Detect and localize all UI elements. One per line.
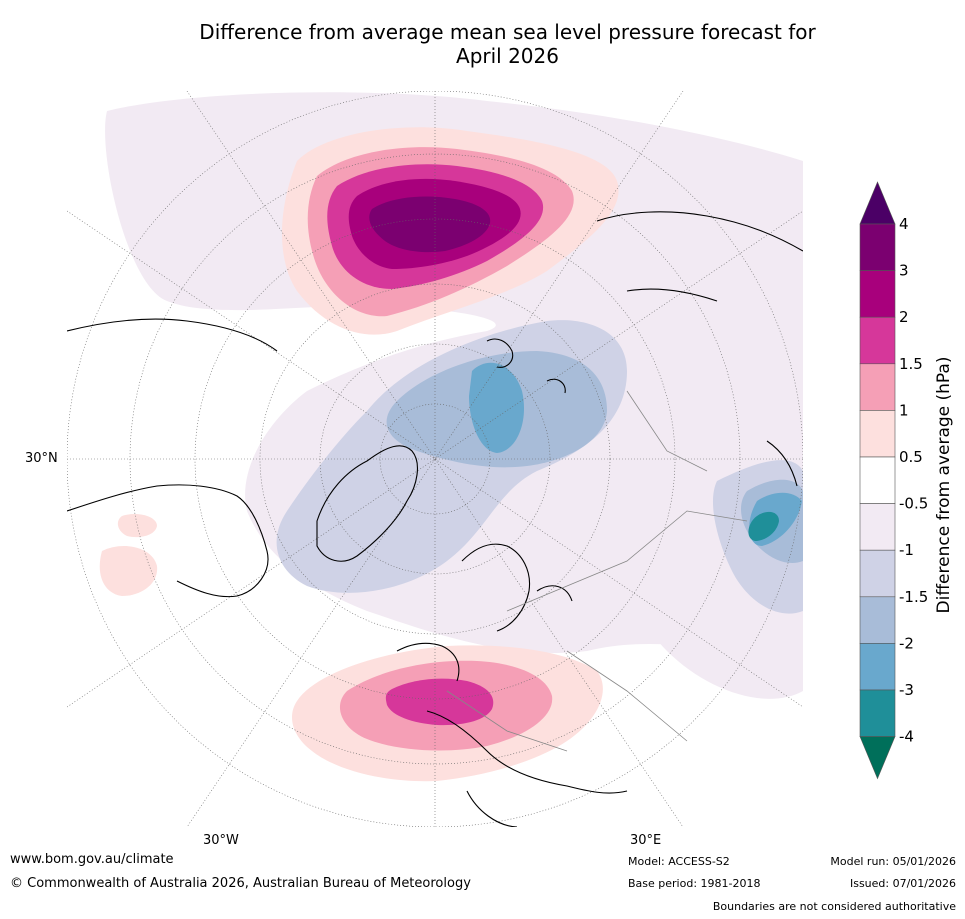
colorbar-segment xyxy=(859,596,896,644)
arctic-islands-coast xyxy=(486,338,566,394)
colorbar-tick-label: -1.5 xyxy=(899,588,928,606)
colorbar-tick-label: 2 xyxy=(899,308,909,326)
colorbar-tick-label: -0.5 xyxy=(899,495,928,513)
anomaly-plus-1.5-europe xyxy=(385,678,494,726)
lat-label-30n: 30°N xyxy=(25,451,58,466)
colorbar-tick-label: -4 xyxy=(899,728,914,746)
colorbar-segment xyxy=(859,503,896,551)
greenland-coast xyxy=(316,445,418,562)
asia-coast xyxy=(596,211,803,487)
colorbar-segment xyxy=(859,643,896,691)
colorbar-tick-label: 1 xyxy=(899,401,909,419)
colorbar-segment xyxy=(859,316,896,365)
anomaly-plus-3-north xyxy=(369,196,491,253)
pressure-anomaly-map xyxy=(67,91,803,827)
borders xyxy=(446,390,748,752)
colorbar-tick-label: -3 xyxy=(899,681,914,699)
colorbar-tick-label: 3 xyxy=(899,262,909,280)
footer-url[interactable]: www.bom.gov.au/climate xyxy=(10,852,174,867)
anomaly-minus-2-region xyxy=(469,362,525,453)
graticule xyxy=(67,91,803,827)
footer-model-run: Model run: 05/01/2026 xyxy=(830,855,956,868)
colorbar-tick-label: 0.5 xyxy=(899,448,923,466)
footer-model: Model: ACCESS-S2 xyxy=(628,855,730,868)
footer-issued: Issued: 07/01/2026 xyxy=(849,877,956,890)
colorbar-tick-label: -2 xyxy=(899,634,914,652)
coastlines xyxy=(67,211,803,827)
colorbar-segment xyxy=(859,363,896,411)
lon-label-30e: 30°E xyxy=(630,833,662,848)
title-line-2: April 2026 xyxy=(456,44,559,68)
colorbar-segment xyxy=(859,456,896,504)
colorbar-tick-label: -1 xyxy=(899,541,914,559)
colorbar-tick-label: 4 xyxy=(899,215,909,233)
colorbar-segment xyxy=(859,549,896,598)
colorbar-segment xyxy=(859,270,896,318)
colorbar-segment xyxy=(859,223,896,271)
north-america-coast xyxy=(67,318,278,598)
lon-label-30w: 30°W xyxy=(203,833,239,848)
colorbar: 4 3 2 1.5 1 0.5 -0.5 -1 -1.5 -2 -3 -4 xyxy=(859,181,928,780)
europe-coast xyxy=(396,642,628,827)
colorbar-under-triangle xyxy=(859,736,896,780)
colorbar-segment xyxy=(859,689,896,737)
chart-title: Difference from average mean sea level p… xyxy=(120,20,895,68)
anomaly-plus-0.5-atlantic-patch xyxy=(99,546,158,596)
anomaly-plus-0.5-pacific-patch xyxy=(117,514,157,538)
colorbar-segment xyxy=(859,410,896,458)
colorbar-tick-label: 1.5 xyxy=(899,355,923,373)
footer-base-period: Base period: 1981-2018 xyxy=(628,877,761,890)
colorbar-title: Difference from average (hPa) xyxy=(934,356,954,614)
footer-copyright: © Commonwealth of Australia 2026, Austra… xyxy=(10,876,471,891)
anomaly-minus-3-region-east xyxy=(748,511,779,541)
scandinavia-coast xyxy=(461,543,573,632)
colorbar-over-triangle xyxy=(859,181,896,225)
title-line-1: Difference from average mean sea level p… xyxy=(199,20,816,44)
footer-disclaimer: Boundaries are not considered authoritat… xyxy=(712,900,956,913)
